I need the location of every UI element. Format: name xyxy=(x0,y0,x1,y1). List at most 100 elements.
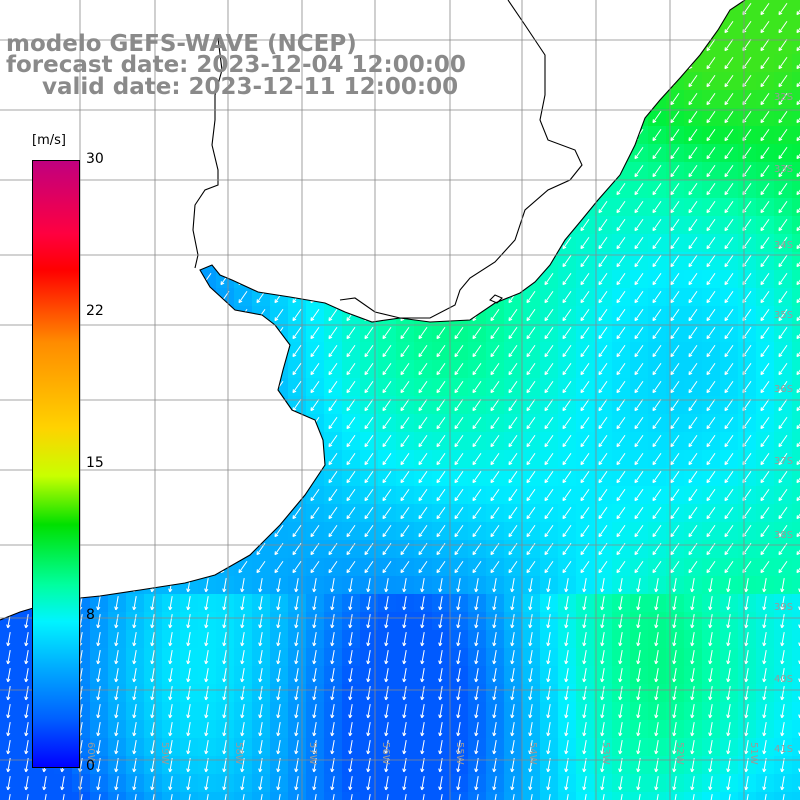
wind-arrow xyxy=(76,128,86,142)
wind-arrow xyxy=(238,272,248,286)
wind-arrow xyxy=(456,722,461,737)
wind-cell xyxy=(270,414,289,433)
wind-arrow xyxy=(760,254,770,268)
wind-arrow xyxy=(778,488,788,502)
wind-arrow xyxy=(22,362,32,376)
wind-arrow xyxy=(166,344,176,358)
lon-label: 53W xyxy=(600,742,611,765)
wind-arrow xyxy=(94,398,104,412)
wind-arrow xyxy=(274,2,284,16)
wind-arrow xyxy=(328,2,338,16)
wind-arrow xyxy=(760,236,770,250)
wind-arrow xyxy=(364,254,374,268)
wind-arrow xyxy=(310,398,320,412)
wind-arrow xyxy=(472,416,482,430)
wind-cell xyxy=(792,558,800,577)
wind-arrow xyxy=(166,110,176,124)
wind-arrow xyxy=(292,200,302,214)
wind-arrow xyxy=(310,380,320,394)
wind-cell xyxy=(252,432,271,451)
wind-arrow xyxy=(508,362,518,376)
wind-arrow xyxy=(328,236,338,250)
wind-arrow xyxy=(598,398,608,412)
wind-arrow xyxy=(184,2,194,16)
wind-arrow xyxy=(562,326,572,340)
wind-arrow xyxy=(706,164,716,178)
wind-arrow xyxy=(672,758,677,773)
wind-cell xyxy=(180,126,199,145)
wind-cell xyxy=(270,144,289,163)
wind-arrow xyxy=(256,344,266,358)
wind-arrow xyxy=(490,128,500,142)
wind-arrow xyxy=(130,470,140,484)
wind-arrow xyxy=(654,632,659,647)
wind-arrow xyxy=(634,434,644,448)
wind-arrow xyxy=(4,470,14,484)
wind-arrow xyxy=(274,416,284,430)
wind-arrow xyxy=(150,722,155,737)
wind-cell xyxy=(216,216,235,235)
wind-arrow xyxy=(580,20,590,34)
wind-arrow xyxy=(348,614,353,629)
wind-arrow xyxy=(528,632,533,647)
wind-arrow xyxy=(130,236,140,250)
wind-arrow xyxy=(4,146,14,160)
wind-arrow xyxy=(346,326,356,340)
wind-arrow xyxy=(544,416,554,430)
wind-arrow xyxy=(708,596,713,611)
wind-arrow xyxy=(490,560,500,574)
wind-arrow xyxy=(580,38,590,52)
wind-arrow xyxy=(598,146,608,160)
wind-arrow xyxy=(454,254,464,268)
wind-arrow xyxy=(580,182,590,196)
wind-cell xyxy=(486,162,505,181)
wind-cell xyxy=(396,0,415,19)
wind-arrow xyxy=(508,128,518,142)
wind-arrow xyxy=(580,110,590,124)
wind-arrow xyxy=(580,560,590,574)
wind-arrow xyxy=(744,668,749,683)
colorbar-tick-15: 15 xyxy=(86,455,104,471)
wind-arrow xyxy=(616,254,626,268)
wind-arrow xyxy=(672,650,677,665)
wind-cell xyxy=(378,270,397,289)
wind-arrow xyxy=(204,704,209,719)
wind-arrow xyxy=(670,110,680,124)
wind-arrow xyxy=(706,146,716,160)
wind-arrow xyxy=(744,794,749,800)
wind-arrow xyxy=(600,704,605,719)
wind-arrow xyxy=(364,164,374,178)
wind-cell xyxy=(324,792,343,800)
wind-arrow xyxy=(384,578,389,593)
wind-cell xyxy=(468,198,487,217)
wind-arrow xyxy=(96,704,101,719)
wind-arrow xyxy=(292,308,302,322)
wind-arrow xyxy=(598,362,608,376)
wind-arrow xyxy=(670,146,680,160)
wind-cell xyxy=(162,558,181,577)
wind-cell xyxy=(306,0,325,19)
wind-arrow xyxy=(346,290,356,304)
wind-arrow xyxy=(384,686,389,701)
wind-arrow xyxy=(346,470,356,484)
wind-cell xyxy=(0,594,19,613)
wind-arrow xyxy=(418,470,428,484)
wind-arrow xyxy=(670,524,680,538)
wind-arrow xyxy=(618,722,623,737)
wind-arrow xyxy=(544,524,554,538)
wind-arrow xyxy=(328,362,338,376)
wind-arrow xyxy=(400,200,410,214)
wind-cell xyxy=(792,630,800,649)
wind-arrow xyxy=(4,254,14,268)
wind-arrow xyxy=(328,272,338,286)
wind-arrow xyxy=(402,722,407,737)
wind-arrow xyxy=(706,344,716,358)
wind-arrow xyxy=(454,380,464,394)
wind-arrow xyxy=(346,434,356,448)
wind-cell xyxy=(540,792,559,800)
wind-arrow xyxy=(598,470,608,484)
wind-arrow xyxy=(580,128,590,142)
wind-arrow xyxy=(616,488,626,502)
wind-arrow xyxy=(240,614,245,629)
